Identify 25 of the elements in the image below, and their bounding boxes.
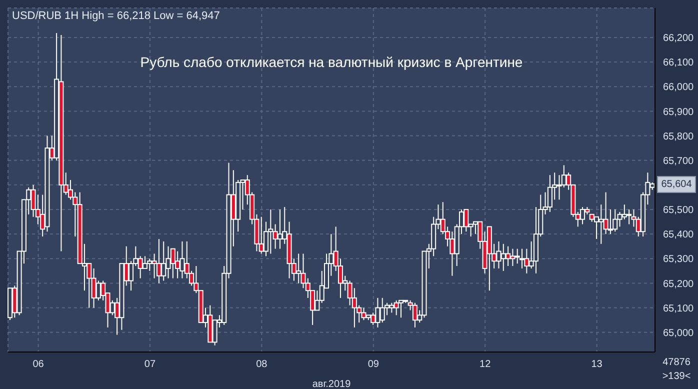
- x-tick-label: 06: [32, 359, 44, 370]
- text: >139<: [661, 370, 692, 384]
- y-tick-label: 65,700: [663, 156, 694, 167]
- candlestick: [170, 248, 176, 279]
- x-tick-label: 13: [591, 359, 603, 370]
- y-tick-label: 65,400: [663, 230, 694, 241]
- y-tick-label: 66,000: [663, 82, 694, 94]
- y-tick-label: 66,200: [663, 33, 694, 44]
- y-tick-label: 65,300: [663, 254, 694, 266]
- chart-subtitle: USD/RUB 1H High = 66,218 Low = 64,947: [12, 10, 220, 22]
- y-tick-label: 65,500: [663, 205, 694, 216]
- x-tick-label: 12: [480, 359, 492, 370]
- x-tick-label: 09: [368, 359, 380, 370]
- y-tick-label: 66,100: [663, 58, 694, 69]
- y-tick-label: 65,200: [663, 278, 694, 290]
- text: 47876: [662, 356, 692, 370]
- x-tick-label: 08: [256, 359, 268, 370]
- y-tick-label: 65,100: [663, 303, 694, 314]
- x-tick-label: 07: [144, 359, 156, 370]
- text: Рубль слабо откликается на валютный кризис в Аргентине: [139, 54, 524, 70]
- y-tick-label: 65,000: [663, 328, 694, 339]
- y-tick-label: 65,800: [663, 131, 694, 142]
- y-tick-label: 65,900: [663, 106, 694, 118]
- x-axis-title: авг.2019: [312, 379, 352, 389]
- annotation: 65,604: [657, 176, 696, 193]
